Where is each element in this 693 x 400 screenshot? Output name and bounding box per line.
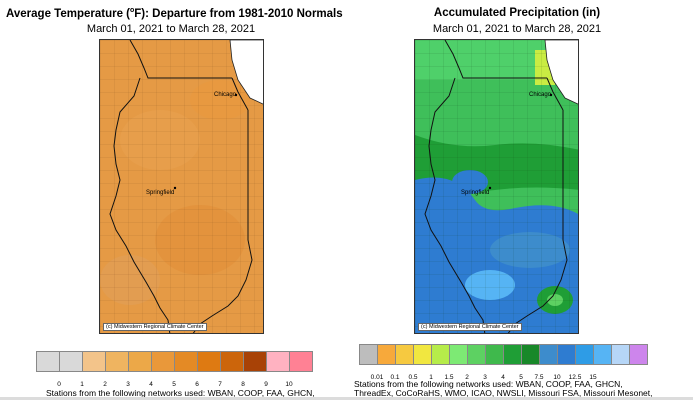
temperature-legend-tick-label: 0 (57, 381, 61, 388)
temperature-legend-swatch (59, 351, 83, 372)
precipitation-legend-swatch (593, 344, 612, 365)
temperature-legend-swatch (243, 351, 267, 372)
precipitation-legend-tick-label: 2 (465, 374, 469, 381)
temperature-legend-tick-label: 5 (172, 381, 176, 388)
temperature-legend-swatch (197, 351, 221, 372)
temperature-legend-tick-label: 3 (126, 381, 130, 388)
precipitation-legend-tick-label: 0.01 (370, 374, 384, 381)
temperature-legend-tick-label: 9 (264, 381, 268, 388)
precipitation-legend-swatch (503, 344, 522, 365)
temperature-legend-tick-label: 1 (80, 381, 84, 388)
precipitation-legend-swatch (575, 344, 594, 365)
precipitation-legend-swatch (413, 344, 432, 365)
temperature-legend (36, 351, 313, 372)
state-border-north (129, 40, 232, 79)
city-springfield: Springfield (461, 190, 490, 196)
precipitation-legend-tick-label: 1.5 (444, 374, 454, 381)
precipitation-map: Chicago Springfield (c) Midwestern Regio… (414, 39, 579, 334)
temperature-legend-swatch (36, 351, 60, 372)
state-border-east (192, 110, 253, 333)
temperature-legend-swatch (82, 351, 106, 372)
precipitation-legend-tick-label: 7.5 (534, 374, 544, 381)
bottom-divider (0, 397, 693, 400)
temperature-legend-swatch (266, 351, 290, 372)
precipitation-legend-swatch (449, 344, 468, 365)
precipitation-legend (359, 344, 648, 365)
precipitation-legend-tick-label: 12.5 (568, 374, 582, 381)
city-chicago: Chicago (529, 92, 552, 98)
temperature-legend-swatch (151, 351, 175, 372)
precipitation-legend-swatch (377, 344, 396, 365)
temperature-legend-swatch (105, 351, 129, 372)
temperature-legend-tick-label: 7 (218, 381, 222, 388)
temperature-legend-swatch (289, 351, 313, 372)
temperature-date-range: March 01, 2021 to March 28, 2021 (86, 23, 256, 35)
temperature-legend-tick-label: 8 (241, 381, 245, 388)
temperature-legend-tick-label: 2 (103, 381, 107, 388)
precipitation-legend-swatch (467, 344, 486, 365)
precipitation-legend-swatch (431, 344, 450, 365)
precipitation-panel: Accumulated Precipitation (in) March 01,… (352, 0, 682, 400)
precipitation-date-range: March 01, 2021 to March 28, 2021 (432, 23, 602, 35)
temperature-legend-swatch (128, 351, 152, 372)
precipitation-legend-swatch (539, 344, 558, 365)
temperature-legend-tick-label: 10 (285, 381, 293, 388)
precipitation-legend-swatch (629, 344, 648, 365)
map-credit: (c) Midwestern Regional Climate Center (103, 323, 207, 331)
temperature-panel: Average Temperature (oF): Departure from… (6, 0, 343, 400)
temperature-legend-swatch (220, 351, 244, 372)
precipitation-legend-swatch (557, 344, 576, 365)
temperature-title: Average Temperature (oF): Departure from… (6, 7, 343, 20)
temperature-legend-tick-label: 6 (195, 381, 199, 388)
precipitation-legend-swatch (359, 344, 378, 365)
precipitation-legend-swatch (485, 344, 504, 365)
precipitation-legend-tick-label: 0.1 (390, 374, 400, 381)
precipitation-legend-tick-label: 1 (429, 374, 433, 381)
precipitation-legend-tick-label: 5 (519, 374, 523, 381)
precipitation-legend-swatch (611, 344, 630, 365)
map-credit: (c) Midwestern Regional Climate Center (418, 323, 522, 331)
city-springfield: Springfield (146, 190, 175, 196)
city-chicago: Chicago (214, 92, 237, 98)
precipitation-stations-note: Stations from the following networks use… (354, 379, 653, 398)
temperature-stations-note: Stations from the following networks use… (46, 388, 315, 398)
mississippi-river-border (109, 77, 171, 333)
precipitation-legend-tick-label: 15 (589, 374, 597, 381)
temperature-map: Chicago Springfield (c) Midwestern Regio… (99, 39, 264, 334)
temperature-legend-swatch (174, 351, 198, 372)
lake-michigan (229, 40, 263, 105)
precipitation-legend-tick-label: 4 (501, 374, 505, 381)
precipitation-legend-tick-label: 10 (553, 374, 561, 381)
precipitation-title: Accumulated Precipitation (in) (433, 7, 601, 19)
precipitation-legend-tick-label: 0.5 (408, 374, 418, 381)
precipitation-legend-tick-label: 3 (483, 374, 487, 381)
temperature-legend-tick-label: 4 (149, 381, 153, 388)
precipitation-legend-swatch (521, 344, 540, 365)
precipitation-legend-swatch (395, 344, 414, 365)
